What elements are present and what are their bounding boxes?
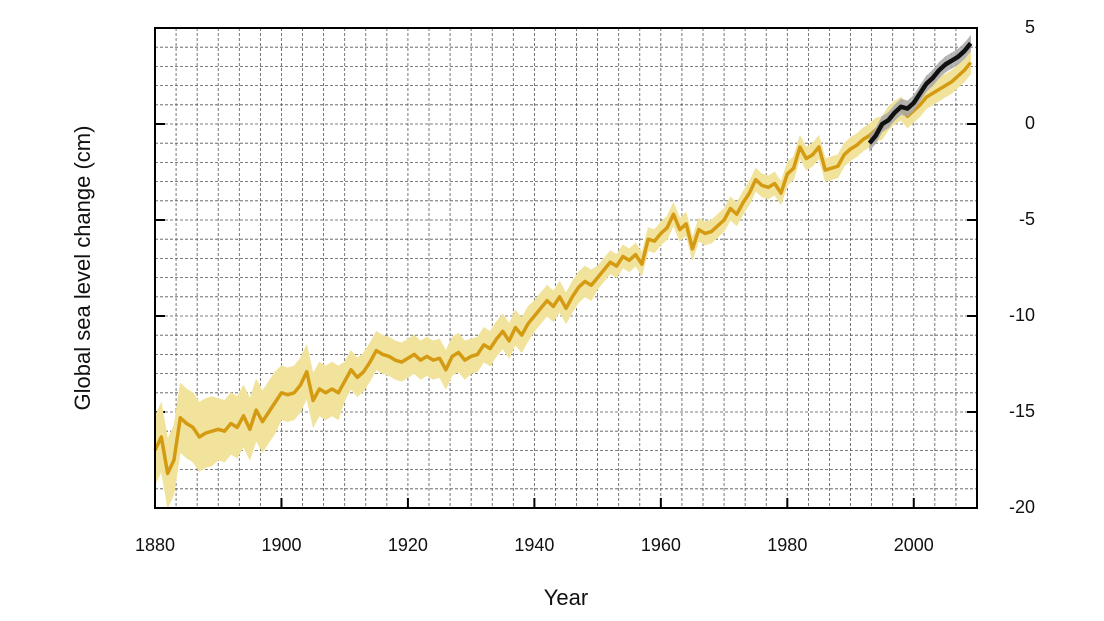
- x-tick-label: 1920: [388, 535, 428, 555]
- x-tick-label: 1980: [767, 535, 807, 555]
- x-tick-label: 1900: [261, 535, 301, 555]
- x-tick-label: 1880: [135, 535, 175, 555]
- line: [153, 61, 973, 476]
- y-tick-label: -20: [1009, 497, 1035, 517]
- plot-frame: [154, 27, 978, 509]
- y-tick-label: 5: [1025, 17, 1035, 37]
- y-tick-label: -15: [1009, 401, 1035, 421]
- y-tick-label: -5: [1019, 209, 1035, 229]
- line: [867, 41, 973, 145]
- x-tick-label: 1940: [514, 535, 554, 555]
- x-tick-label: 1960: [641, 535, 681, 555]
- x-tick-label: 2000: [894, 535, 934, 555]
- y-tick-label: -10: [1009, 305, 1035, 325]
- x-axis-label: Year: [544, 585, 588, 610]
- y-tick-label: 0: [1025, 113, 1035, 133]
- y-axis-label: Global sea level change (cm): [70, 126, 95, 411]
